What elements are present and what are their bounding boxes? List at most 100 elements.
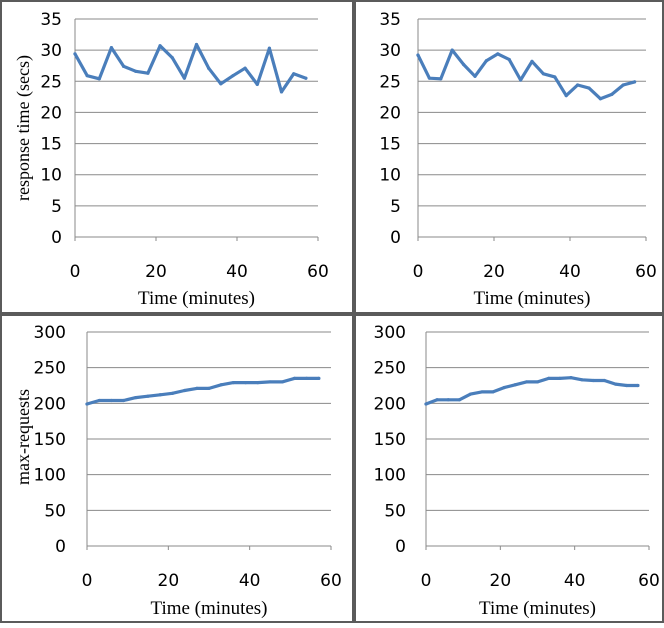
y-tick-label: 200 — [34, 394, 66, 414]
data-point — [267, 46, 271, 50]
series-line — [416, 48, 637, 101]
data-point — [535, 380, 540, 384]
y-tick-label: 150 — [34, 430, 66, 450]
y-tick-label: 30 — [40, 41, 62, 61]
data-point — [85, 74, 89, 78]
data-point — [553, 75, 557, 79]
y-tick-label: 20 — [379, 103, 401, 123]
x-tick-label: 60 — [638, 571, 660, 591]
data-point — [547, 376, 551, 380]
data-point — [170, 56, 174, 60]
data-point — [305, 376, 309, 380]
data-point — [502, 386, 506, 390]
x-axis-title: Time (minutes) — [479, 598, 596, 619]
x-axis-title: Time (minutes) — [151, 598, 268, 619]
data-point — [462, 62, 466, 67]
data-point — [513, 383, 517, 387]
x-tick-label: 0 — [413, 262, 424, 282]
data-point — [530, 59, 534, 63]
data-point — [484, 59, 488, 63]
data-point — [85, 402, 89, 406]
y-tick-label: 10 — [379, 166, 401, 186]
x-axis-title: Time (minutes) — [138, 288, 255, 309]
y-tick-label: 0 — [55, 537, 66, 557]
y-axis-title: response time (secs) — [13, 55, 34, 201]
data-point — [564, 94, 568, 98]
x-tick-label: 20 — [483, 262, 505, 282]
data-point — [292, 72, 296, 76]
y-tick-label: 50 — [44, 501, 66, 521]
data-point — [109, 398, 113, 403]
data-point — [636, 383, 640, 388]
data-point — [195, 386, 199, 390]
y-tick-label: 15 — [379, 135, 401, 155]
data-point — [469, 392, 473, 396]
chart-panel-top-right: 0 5 10 15 20 25 30 35 0 20 40 60 Time (minutes) — [354, 0, 664, 314]
data-point — [598, 97, 602, 101]
x-tick-label: 0 — [421, 571, 432, 591]
y-tick-label: 0 — [51, 228, 62, 248]
data-point — [480, 390, 484, 394]
data-point — [109, 46, 114, 50]
series-line — [424, 376, 640, 406]
data-point — [416, 53, 420, 57]
x-tick-label: 60 — [635, 262, 657, 282]
data-point — [491, 390, 495, 394]
data-point — [183, 388, 187, 393]
y-tick-label: 35 — [40, 10, 62, 30]
data-point — [207, 66, 211, 70]
data-point — [219, 82, 223, 86]
panel-frame — [354, 314, 664, 623]
y-tick-label: 50 — [384, 501, 406, 521]
data-point — [268, 380, 272, 384]
data-point — [122, 64, 126, 68]
data-point — [158, 44, 162, 48]
data-point — [73, 52, 77, 56]
y-tick-label: 20 — [40, 103, 62, 123]
panel-frame — [0, 314, 354, 623]
x-tick-label: 20 — [145, 262, 167, 282]
panel-frame — [354, 0, 664, 314]
data-point — [231, 381, 235, 385]
data-point — [231, 74, 235, 78]
x-tick-label: 20 — [490, 571, 512, 591]
panel-frame — [0, 0, 354, 314]
data-point — [292, 376, 296, 380]
data-point — [158, 393, 162, 397]
data-point — [424, 402, 428, 406]
data-point — [97, 77, 101, 81]
y-tick-label: 300 — [34, 323, 66, 343]
data-point — [439, 77, 443, 81]
y-tick-label: 15 — [40, 135, 62, 155]
data-point — [435, 398, 439, 402]
y-tick-label: 30 — [379, 41, 401, 61]
data-point — [633, 80, 637, 84]
series-line — [85, 376, 321, 406]
chart-panel-bottom-right: 0 50 100 150 200 250 300 0 20 40 60 Time (minutes) — [354, 314, 664, 623]
y-tick-label: 200 — [374, 394, 406, 414]
data-point — [602, 378, 606, 383]
x-tick-label: 0 — [70, 262, 81, 282]
data-point — [219, 383, 223, 387]
data-point — [446, 398, 450, 402]
data-point — [279, 90, 284, 94]
data-point — [558, 376, 562, 380]
series-line — [73, 42, 308, 94]
data-point — [146, 394, 150, 398]
x-tick-label: 60 — [307, 262, 329, 282]
x-tick-label: 0 — [82, 571, 93, 591]
x-tick-label: 40 — [226, 262, 248, 282]
data-point — [243, 66, 247, 70]
data-point — [569, 376, 573, 380]
data-point — [317, 376, 321, 380]
data-point — [244, 381, 248, 385]
data-point — [473, 74, 477, 78]
data-point — [610, 92, 614, 96]
data-point — [134, 396, 138, 400]
data-point — [507, 57, 511, 62]
y-tick-label: 100 — [34, 466, 66, 486]
data-point — [457, 398, 462, 402]
data-point — [194, 42, 199, 47]
y-tick-label: 5 — [390, 197, 401, 217]
data-point — [613, 382, 618, 386]
